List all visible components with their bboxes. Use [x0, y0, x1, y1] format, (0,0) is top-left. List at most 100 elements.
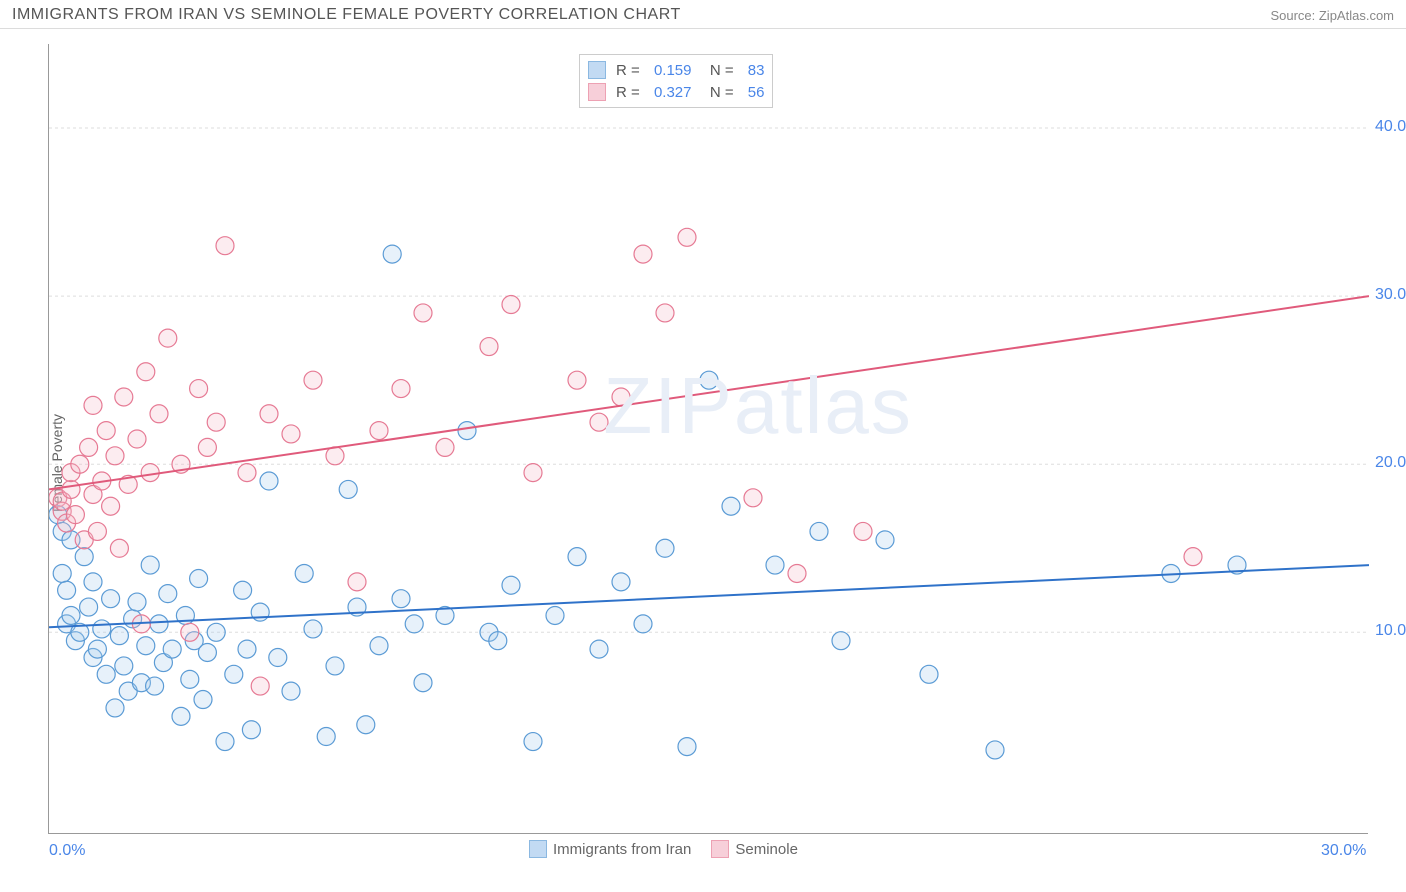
- plot-region: ZIPatlas10.0%20.0%30.0%40.0%0.0%30.0%R =…: [48, 44, 1368, 834]
- legend-swatch: [711, 840, 729, 858]
- legend-n-label: N =: [701, 84, 737, 101]
- data-point: [234, 581, 252, 599]
- data-point: [62, 606, 80, 624]
- data-point: [590, 640, 608, 658]
- data-point: [172, 707, 190, 725]
- data-point: [110, 627, 128, 645]
- data-point: [357, 716, 375, 734]
- data-point: [88, 522, 106, 540]
- chart-title: IMMIGRANTS FROM IRAN VS SEMINOLE FEMALE …: [12, 6, 681, 24]
- data-point: [194, 691, 212, 709]
- data-point: [84, 396, 102, 414]
- data-point: [58, 581, 76, 599]
- data-point: [744, 489, 762, 507]
- y-tick-label: 40.0%: [1375, 118, 1406, 136]
- legend-r-value: 0.327: [654, 84, 692, 101]
- data-point: [317, 728, 335, 746]
- data-point: [339, 480, 357, 498]
- data-point: [568, 548, 586, 566]
- series-legend: Immigrants from Iran Seminole: [529, 840, 798, 858]
- data-point: [115, 657, 133, 675]
- data-point: [128, 430, 146, 448]
- chart-area: Female Poverty ZIPatlas10.0%20.0%30.0%40…: [0, 34, 1406, 892]
- legend-n-value: 83: [748, 62, 765, 79]
- data-point: [304, 371, 322, 389]
- legend-r-value: 0.159: [654, 62, 692, 79]
- data-point: [326, 447, 344, 465]
- data-point: [225, 665, 243, 683]
- series-legend-item: Immigrants from Iran: [529, 840, 691, 858]
- regression-line: [49, 296, 1369, 489]
- data-point: [832, 632, 850, 650]
- data-point: [392, 380, 410, 398]
- data-point: [115, 388, 133, 406]
- data-point: [198, 643, 216, 661]
- data-point: [141, 556, 159, 574]
- data-point: [295, 564, 313, 582]
- data-point: [405, 615, 423, 633]
- data-point: [612, 388, 630, 406]
- plot-svg: [49, 44, 1369, 834]
- data-point: [546, 606, 564, 624]
- data-point: [502, 576, 520, 594]
- data-point: [93, 620, 111, 638]
- data-point: [502, 296, 520, 314]
- x-tick-label: 30.0%: [1321, 842, 1366, 860]
- data-point: [53, 564, 71, 582]
- data-point: [700, 371, 718, 389]
- data-point: [920, 665, 938, 683]
- data-point: [216, 733, 234, 751]
- data-point: [568, 371, 586, 389]
- data-point: [71, 455, 89, 473]
- data-point: [110, 539, 128, 557]
- x-tick-label: 0.0%: [49, 842, 85, 860]
- data-point: [207, 623, 225, 641]
- data-point: [480, 338, 498, 356]
- data-point: [181, 623, 199, 641]
- data-point: [269, 649, 287, 667]
- data-point: [634, 615, 652, 633]
- data-point: [137, 363, 155, 381]
- data-point: [97, 422, 115, 440]
- data-point: [84, 573, 102, 591]
- series-name: Seminole: [735, 841, 798, 858]
- data-point: [207, 413, 225, 431]
- series-legend-item: Seminole: [711, 840, 798, 858]
- y-tick-label: 20.0%: [1375, 454, 1406, 472]
- data-point: [876, 531, 894, 549]
- data-point: [304, 620, 322, 638]
- data-point: [612, 573, 630, 591]
- data-point: [80, 598, 98, 616]
- data-point: [260, 405, 278, 423]
- chart-header: IMMIGRANTS FROM IRAN VS SEMINOLE FEMALE …: [0, 0, 1406, 29]
- data-point: [141, 464, 159, 482]
- chart-source: Source: ZipAtlas.com: [1270, 8, 1394, 23]
- data-point: [150, 615, 168, 633]
- data-point: [392, 590, 410, 608]
- data-point: [590, 413, 608, 431]
- data-point: [656, 539, 674, 557]
- data-point: [146, 677, 164, 695]
- data-point: [80, 438, 98, 456]
- legend-r-label: R =: [616, 62, 644, 79]
- data-point: [251, 677, 269, 695]
- legend-swatch: [588, 61, 606, 79]
- data-point: [216, 237, 234, 255]
- data-point: [524, 733, 542, 751]
- data-point: [678, 228, 696, 246]
- data-point: [678, 738, 696, 756]
- data-point: [238, 464, 256, 482]
- data-point: [656, 304, 674, 322]
- data-point: [181, 670, 199, 688]
- data-point: [282, 682, 300, 700]
- data-point: [326, 657, 344, 675]
- legend-swatch: [529, 840, 547, 858]
- data-point: [414, 304, 432, 322]
- data-point: [159, 329, 177, 347]
- data-point: [88, 640, 106, 658]
- y-tick-label: 10.0%: [1375, 622, 1406, 640]
- data-point: [458, 422, 476, 440]
- data-point: [766, 556, 784, 574]
- data-point: [634, 245, 652, 263]
- data-point: [986, 741, 1004, 759]
